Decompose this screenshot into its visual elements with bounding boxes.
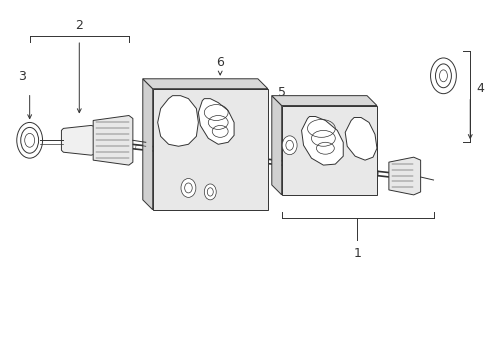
Polygon shape	[61, 125, 101, 155]
Ellipse shape	[25, 133, 35, 147]
Text: 5: 5	[277, 86, 285, 99]
Text: 3: 3	[18, 70, 25, 83]
Polygon shape	[345, 117, 376, 160]
Polygon shape	[301, 117, 343, 165]
Ellipse shape	[17, 122, 42, 158]
Ellipse shape	[285, 140, 293, 150]
Polygon shape	[142, 79, 267, 89]
Ellipse shape	[20, 127, 39, 153]
Polygon shape	[93, 116, 133, 165]
Text: 4: 4	[475, 82, 483, 95]
Ellipse shape	[184, 183, 192, 193]
Ellipse shape	[435, 64, 450, 88]
Polygon shape	[271, 96, 281, 195]
Text: 6: 6	[216, 56, 224, 69]
Ellipse shape	[181, 179, 196, 197]
Polygon shape	[388, 157, 420, 195]
Polygon shape	[281, 105, 376, 195]
Text: 1: 1	[352, 247, 360, 261]
Polygon shape	[142, 79, 152, 210]
Ellipse shape	[429, 58, 455, 94]
Polygon shape	[271, 96, 376, 105]
Ellipse shape	[207, 188, 213, 196]
Ellipse shape	[439, 70, 447, 82]
Text: 2: 2	[75, 19, 83, 32]
Polygon shape	[157, 96, 198, 146]
Ellipse shape	[282, 136, 297, 155]
Ellipse shape	[204, 184, 216, 200]
Polygon shape	[152, 89, 267, 210]
Polygon shape	[198, 99, 234, 144]
